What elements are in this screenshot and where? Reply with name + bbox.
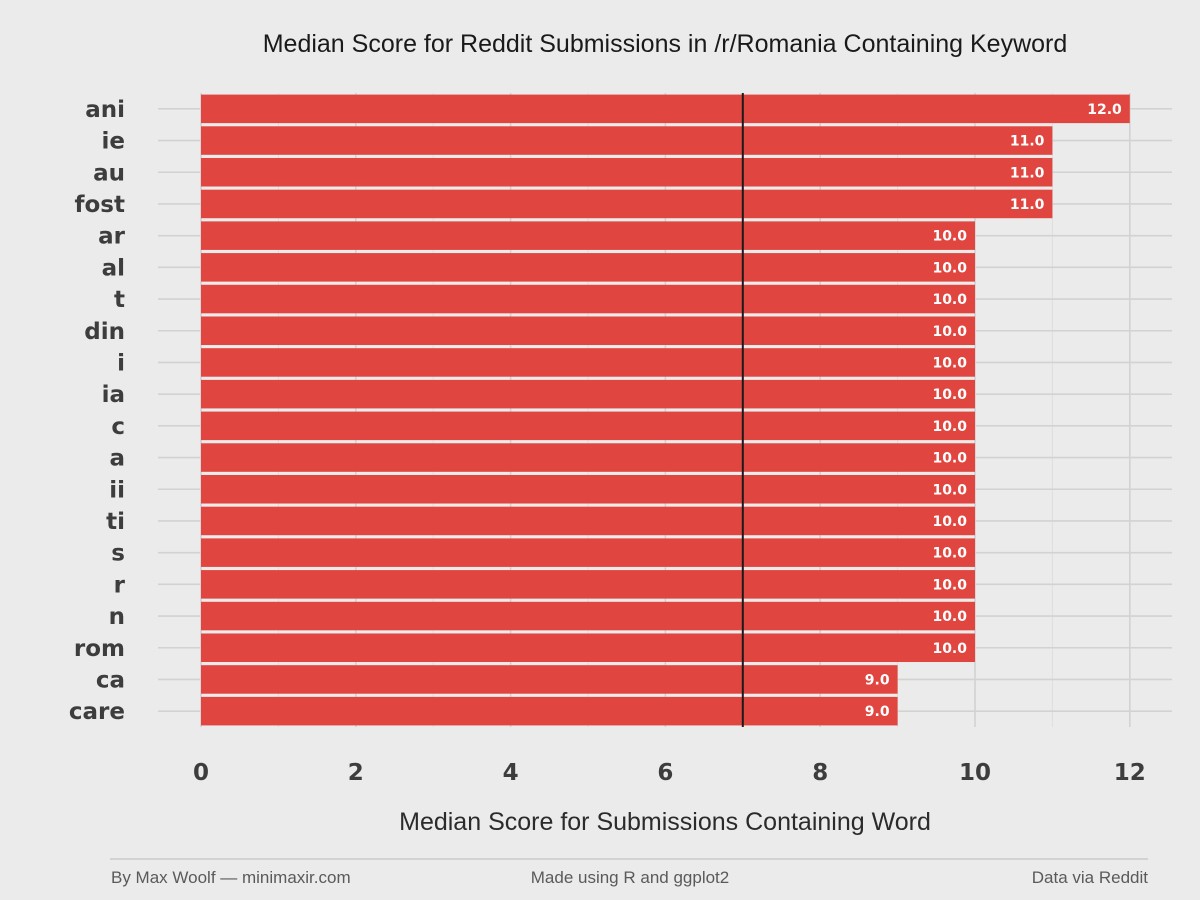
category-label-r: r: [114, 572, 126, 598]
bar-care: [201, 696, 898, 726]
bar-value-label-n: 10.0: [932, 609, 967, 625]
category-labels: ani ie au fost ar al t din i ia ca ii ti srn rom ca care: [69, 97, 126, 725]
bar-value-label-a: 10.0: [932, 451, 967, 467]
bar-a: [201, 443, 975, 472]
chart-title: Median Score for Reddit Submissions in /…: [263, 30, 1068, 58]
category-label-au: au: [93, 160, 125, 186]
bar-n: [201, 601, 975, 631]
bar-au: [201, 157, 1053, 187]
bar-ii: [201, 474, 975, 504]
bar-value-label-ani: 12.0: [1087, 102, 1122, 118]
category-label-ia: ia: [102, 382, 125, 408]
x-tick-label-4: 4: [503, 760, 519, 786]
bar-value-label-ie: 11.0: [1010, 134, 1045, 150]
bar-value-label-ca: 9.0: [865, 672, 890, 688]
x-tick-label-2: 2: [348, 760, 364, 786]
bar-t: [201, 284, 975, 314]
x-tick-label-6: 6: [657, 760, 673, 786]
category-label-fost: fost: [75, 192, 126, 218]
bar-value-label-rom: 10.0: [932, 641, 967, 657]
bar-value-label-i: 10.0: [932, 355, 967, 371]
category-label-ie: ie: [102, 129, 125, 155]
bar-value-label-r: 10.0: [932, 577, 967, 593]
bar-ar: [201, 221, 975, 250]
gridlines: [158, 93, 1172, 727]
category-label-ii: ii: [109, 477, 125, 503]
bar-value-label-c: 10.0: [932, 419, 967, 435]
bar-ie: [201, 126, 1053, 155]
bar-ani: [201, 94, 1130, 124]
category-label-t: t: [114, 287, 125, 313]
bar-rom: [201, 633, 975, 663]
x-tick-label-12: 12: [1114, 760, 1146, 786]
bar-r: [201, 570, 975, 599]
x-axis-title: Median Score for Submissions Containing …: [399, 808, 931, 836]
bar-value-label-ar: 10.0: [932, 229, 967, 245]
bar-ia: [201, 379, 975, 409]
category-label-a: a: [109, 446, 125, 472]
x-tick-label-10: 10: [959, 760, 991, 786]
bar-i: [201, 348, 975, 377]
bar-value-label-al: 10.0: [932, 260, 967, 276]
category-label-din: din: [84, 319, 125, 345]
x-tick-label-8: 8: [812, 760, 828, 786]
category-label-ar: ar: [98, 224, 126, 250]
category-label-care: care: [69, 699, 125, 725]
bar-value-label-care: 9.0: [865, 704, 890, 720]
bar-value-label-ii: 10.0: [932, 482, 967, 498]
category-label-ti: ti: [106, 509, 125, 535]
bar-value-label-ia: 10.0: [932, 387, 967, 403]
bar-c: [201, 411, 975, 441]
bar-ca: [201, 665, 898, 694]
x-tick-labels: 0 2 4 6 8 10 12: [193, 760, 1146, 786]
bar-value-labels: 12.0 11.0 11.0 11.0 10.0 10.0 10.0 10.0 10.0 10.0…: [865, 102, 1122, 720]
bar-value-label-ti: 10.0: [932, 514, 967, 530]
bar-s: [201, 538, 975, 567]
bar-value-label-s: 10.0: [932, 546, 967, 562]
category-label-n: n: [109, 604, 125, 630]
bar-value-label-t: 10.0: [932, 292, 967, 308]
footer-source: Data via Reddit: [1032, 868, 1149, 887]
category-label-rom: rom: [74, 636, 125, 662]
bar-ti: [201, 506, 975, 536]
x-tick-label-0: 0: [193, 760, 209, 786]
category-label-i: i: [117, 350, 125, 376]
bar-din: [201, 316, 975, 346]
bar-value-label-fost: 11.0: [1010, 197, 1045, 213]
footer-tools: Made using R and ggplot2: [531, 868, 729, 887]
category-label-al: al: [102, 255, 125, 281]
category-label-c: c: [111, 414, 125, 440]
bar-value-label-au: 11.0: [1010, 165, 1045, 181]
bar-al: [201, 253, 975, 282]
footer-credit: By Max Woolf — minimaxir.com: [111, 868, 351, 887]
category-label-s: s: [111, 541, 125, 567]
category-label-ca: ca: [96, 667, 125, 693]
bar-fost: [201, 189, 1053, 219]
bars: [201, 94, 1130, 726]
bar-value-label-din: 10.0: [932, 324, 967, 340]
category-label-ani: ani: [85, 97, 125, 123]
